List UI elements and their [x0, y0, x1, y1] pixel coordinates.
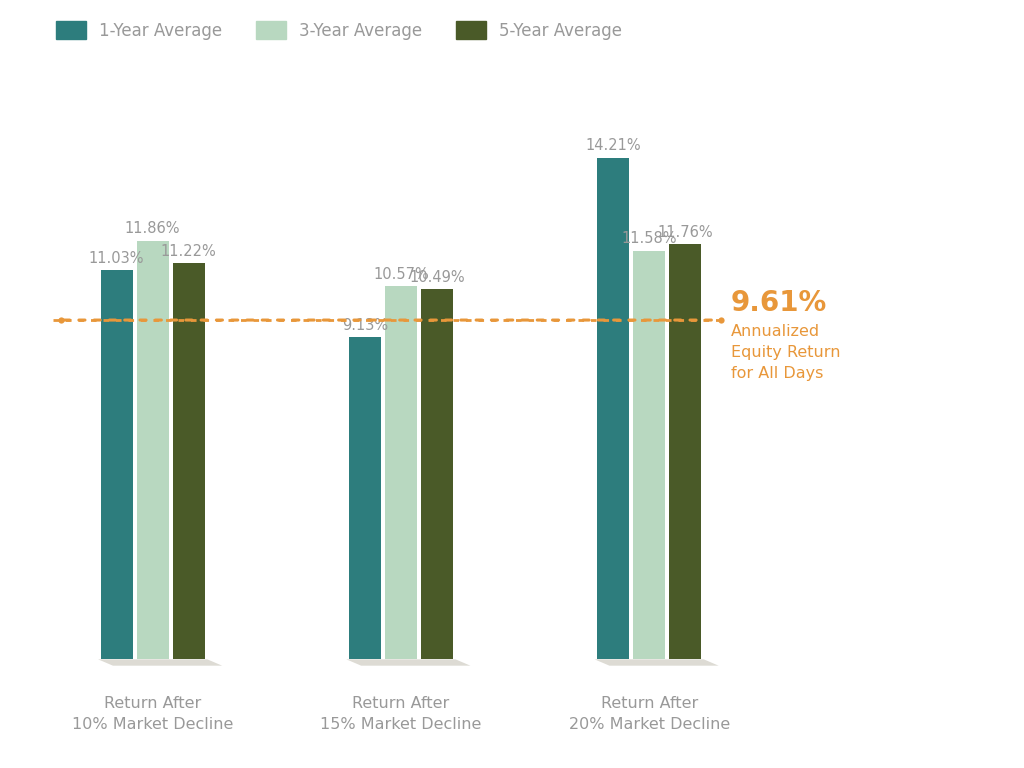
- Polygon shape: [98, 660, 222, 666]
- Text: 11.03%: 11.03%: [89, 250, 144, 266]
- Bar: [136, 240, 169, 660]
- Polygon shape: [346, 660, 470, 666]
- Bar: [385, 286, 417, 660]
- Bar: [172, 263, 205, 660]
- Text: 14.21%: 14.21%: [586, 138, 641, 154]
- Bar: [100, 270, 133, 660]
- Polygon shape: [595, 660, 719, 666]
- Text: 11.76%: 11.76%: [657, 225, 713, 240]
- Text: 10.49%: 10.49%: [410, 270, 465, 285]
- Bar: [597, 157, 630, 660]
- Text: Annualized
Equity Return
for All Days: Annualized Equity Return for All Days: [731, 324, 841, 381]
- Text: 9.61%: 9.61%: [731, 289, 827, 316]
- Bar: [633, 250, 666, 660]
- Bar: [421, 289, 453, 660]
- Legend: 1-Year Average, 3-Year Average, 5-Year Average: 1-Year Average, 3-Year Average, 5-Year A…: [49, 14, 629, 46]
- Bar: [349, 337, 381, 660]
- Text: 11.58%: 11.58%: [622, 231, 677, 247]
- Text: 11.86%: 11.86%: [125, 221, 180, 237]
- Bar: [669, 244, 701, 660]
- Text: 10.57%: 10.57%: [373, 267, 429, 282]
- Text: 11.22%: 11.22%: [161, 244, 216, 259]
- Text: 9.13%: 9.13%: [342, 318, 388, 333]
